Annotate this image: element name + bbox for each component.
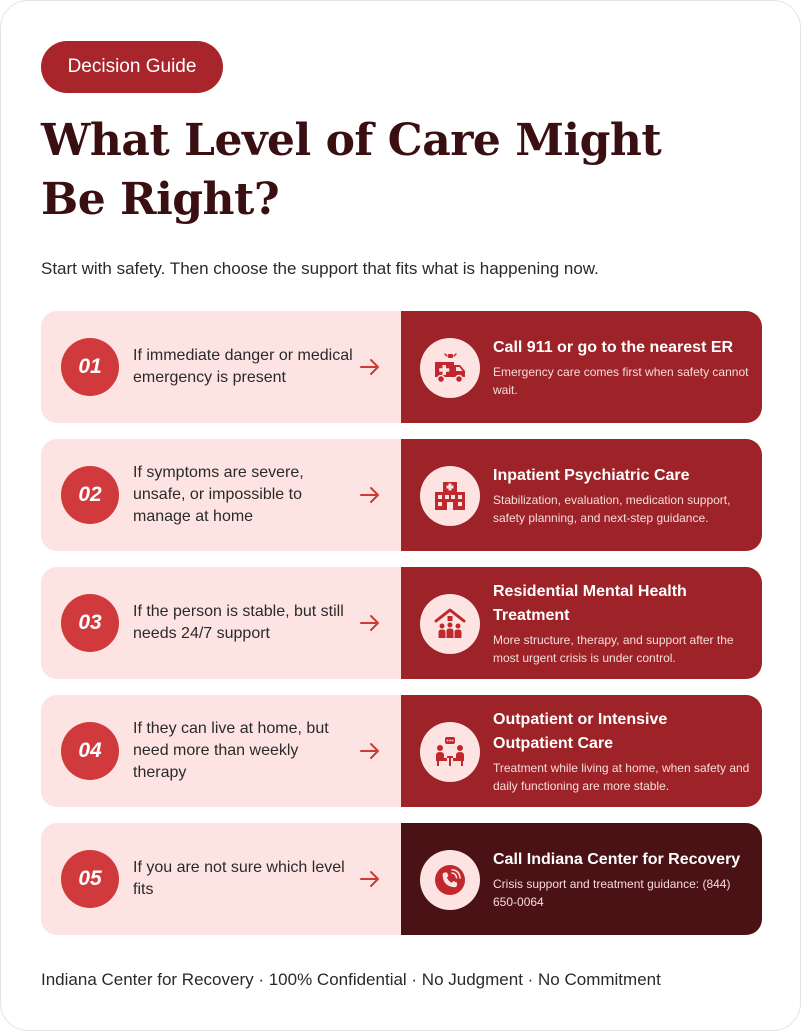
- arrow-right-icon: [360, 487, 379, 503]
- care-level-row-2: 02 If symptoms are severe, unsafe, or im…: [41, 439, 762, 551]
- condition-text: If they can live at home, but need more …: [133, 720, 329, 781]
- option-title: Outpatient or Intensive Outpatient Care: [493, 710, 668, 752]
- condition-panel: 02 If symptoms are severe, unsafe, or im…: [41, 439, 401, 551]
- condition-text: If symptoms are severe, unsafe, or impos…: [133, 464, 304, 525]
- option-description: Treatment while living at home, when saf…: [493, 760, 750, 793]
- care-level-row-4: 04 If they can live at home, but need mo…: [41, 695, 762, 807]
- title-line-1: What Level of Care Might: [41, 115, 662, 166]
- option-content: Call Indiana Center for Recovery Crisis …: [493, 823, 751, 935]
- step-number: 02: [61, 466, 119, 524]
- option-panel: Call Indiana Center for Recovery Crisis …: [401, 823, 762, 935]
- step-number: 05: [61, 850, 119, 908]
- decision-guide-badge: Decision Guide: [41, 41, 223, 93]
- arrow-right-icon: [360, 615, 379, 631]
- condition-text: If immediate danger or medical emergency…: [133, 347, 353, 386]
- option-title: Call Indiana Center for Recovery: [493, 850, 741, 868]
- arrow-right-icon: [360, 743, 379, 759]
- option-description: Crisis support and treatment guidance: (…: [493, 876, 731, 909]
- step-number: 03: [61, 594, 119, 652]
- residential-home-icon: [434, 608, 466, 638]
- option-content: Inpatient Psychiatric Care Stabilization…: [493, 439, 751, 551]
- care-level-row-5: 05 If you are not sure which level fits …: [41, 823, 762, 935]
- option-title: Residential Mental Health Treatment: [493, 582, 687, 624]
- icon-badge: [420, 722, 480, 782]
- care-level-row-3: 03 If the person is stable, but still ne…: [41, 567, 762, 679]
- option-description: Stabilization, evaluation, medication su…: [493, 492, 731, 525]
- condition-panel: 03 If the person is stable, but still ne…: [41, 567, 401, 679]
- option-panel: Residential Mental Health Treatment More…: [401, 567, 762, 679]
- icon-badge: [420, 338, 480, 398]
- ambulance-icon: [435, 353, 465, 384]
- option-content: Residential Mental Health Treatment More…: [493, 567, 751, 679]
- care-level-row-1: 01 If immediate danger or medical emerge…: [41, 311, 762, 423]
- option-description: More structure, therapy, and support aft…: [493, 632, 734, 665]
- step-number: 01: [61, 338, 119, 396]
- option-panel: Call 911 or go to the nearest ER Emergen…: [401, 311, 762, 423]
- arrow-right-icon: [360, 871, 379, 887]
- icon-badge: [420, 466, 480, 526]
- counseling-session-icon: [436, 737, 464, 766]
- icon-badge: [420, 850, 480, 910]
- option-content: Call 911 or go to the nearest ER Emergen…: [493, 311, 751, 423]
- arrow-right-icon: [360, 359, 379, 375]
- footer-tagline: Indiana Center for Recovery · 100% Confi…: [41, 970, 661, 989]
- step-number: 04: [61, 722, 119, 780]
- icon-badge: [420, 594, 480, 654]
- phone-call-icon: [435, 865, 465, 895]
- condition-text: If the person is stable, but still needs…: [133, 603, 344, 642]
- option-title: Call 911 or go to the nearest ER: [493, 338, 734, 356]
- condition-panel: 01 If immediate danger or medical emerge…: [41, 311, 401, 423]
- hospital-icon: [435, 482, 465, 510]
- condition-panel: 04 If they can live at home, but need mo…: [41, 695, 401, 807]
- option-panel: Inpatient Psychiatric Care Stabilization…: [401, 439, 762, 551]
- condition-panel: 05 If you are not sure which level fits: [41, 823, 401, 935]
- subtitle: Start with safety. Then choose the suppo…: [41, 259, 599, 278]
- option-title: Inpatient Psychiatric Care: [493, 466, 690, 484]
- page-title: What Level of Care Might Be Right?: [41, 111, 741, 229]
- option-panel: Outpatient or Intensive Outpatient Care …: [401, 695, 762, 807]
- title-line-2: Be Right?: [41, 174, 280, 225]
- condition-text: If you are not sure which level fits: [133, 859, 345, 898]
- option-content: Outpatient or Intensive Outpatient Care …: [493, 695, 751, 807]
- option-description: Emergency care comes first when safety c…: [493, 364, 749, 397]
